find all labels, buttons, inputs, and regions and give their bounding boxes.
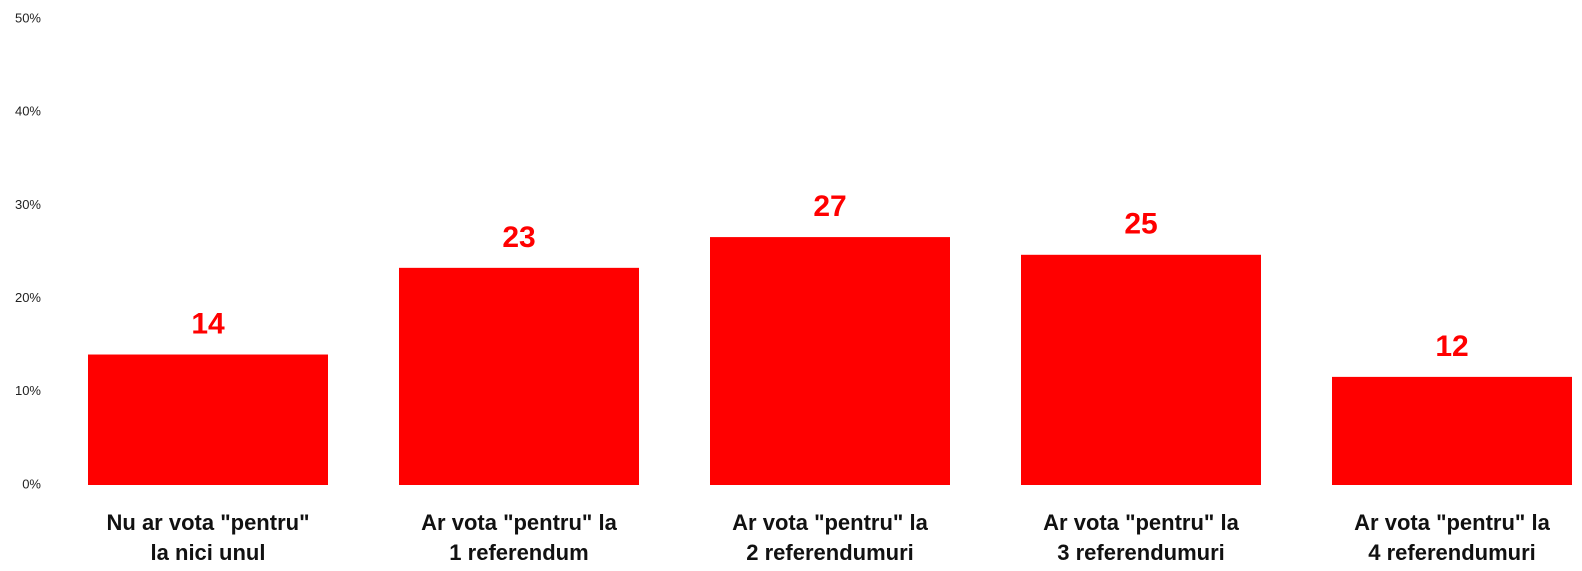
y-tick-label: 20%: [15, 290, 41, 305]
data-label: 27: [813, 190, 846, 223]
bar: [88, 354, 328, 485]
y-tick-label: 30%: [15, 197, 41, 212]
y-tick-label: 0%: [22, 476, 41, 491]
bar: [1332, 376, 1572, 485]
x-tick-label: Ar vota "pentru" la 3 referendumuri: [1043, 510, 1239, 565]
x-tick-label: Ar vota "pentru" la 4 referendumuri: [1354, 510, 1550, 565]
x-tick-label: Ar vota "pentru" la 2 referendumuri: [732, 510, 928, 565]
bar: [1021, 254, 1261, 485]
data-label: 14: [191, 307, 225, 340]
y-tick-label: 10%: [15, 383, 41, 398]
data-label: 23: [502, 221, 535, 254]
data-label: 12: [1435, 330, 1468, 363]
x-tick-label: Ar vota "pentru" la 1 referendum: [421, 510, 617, 565]
x-tick-label: Nu ar vota "pentru" la nici unul: [106, 510, 310, 565]
data-label: 25: [1124, 208, 1157, 241]
y-tick-label: 50%: [15, 10, 41, 25]
bar: [710, 237, 950, 485]
y-tick-label: 40%: [15, 104, 41, 119]
bar: [399, 267, 639, 485]
